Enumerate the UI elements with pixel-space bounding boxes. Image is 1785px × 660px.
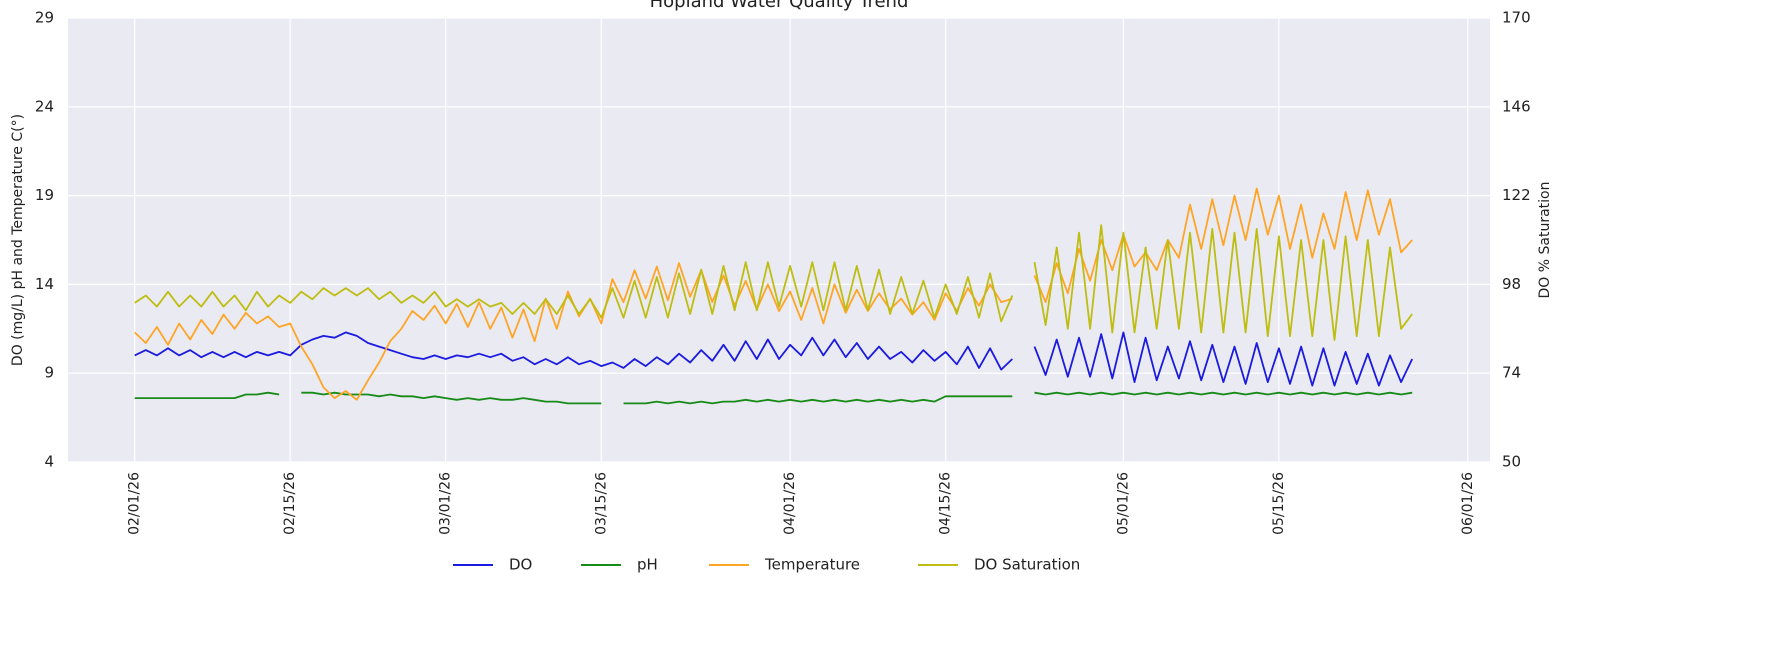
x-tick-label: 03/15/26 <box>593 472 609 535</box>
y-tick-label: 29 <box>35 9 54 27</box>
legend-label: Temperature <box>764 556 860 574</box>
x-tick-label: 02/15/26 <box>282 472 298 535</box>
y-tick-label: 4 <box>44 453 54 471</box>
y2-axis-label: DO % Saturation <box>1537 182 1553 299</box>
plot-area <box>68 18 1490 462</box>
y2-tick-label: 74 <box>1502 364 1521 382</box>
x-tick-label: 04/01/26 <box>782 472 798 535</box>
y-axis-label: DO (mg/L) pH and Temperature C(°) <box>10 114 26 366</box>
x-tick-label: 05/01/26 <box>1115 472 1131 535</box>
y-tick-label: 19 <box>35 186 54 204</box>
series-line <box>134 331 1414 387</box>
x-tick-label: 02/01/26 <box>127 472 143 535</box>
legend-label: DO Saturation <box>974 556 1080 574</box>
x-tick-label: 06/01/26 <box>1460 472 1476 535</box>
y2-tick-label: 50 <box>1502 453 1521 471</box>
y2-tick-label: 98 <box>1502 275 1521 293</box>
x-tick-label: 04/15/26 <box>938 472 954 535</box>
y-tick-label: 14 <box>35 275 54 293</box>
series-line <box>134 224 1413 341</box>
y-tick-label: 9 <box>44 364 54 382</box>
y2-tick-label: 170 <box>1502 9 1531 27</box>
y-tick-label: 24 <box>35 97 54 115</box>
legend-label: DO <box>509 556 532 574</box>
y2-tick-label: 122 <box>1502 186 1531 204</box>
y2-tick-label: 146 <box>1502 97 1531 115</box>
x-tick-label: 05/15/26 <box>1271 472 1287 535</box>
legend-label: pH <box>637 556 658 574</box>
series-line <box>134 391 1413 405</box>
x-tick-label: 03/01/26 <box>438 472 454 535</box>
chart-title: Hopland Water Quality Trend <box>650 0 909 12</box>
